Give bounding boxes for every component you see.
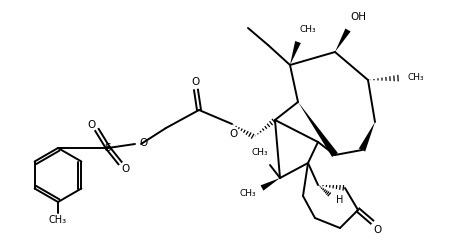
Text: CH₃: CH₃ — [49, 215, 67, 225]
Text: S: S — [105, 143, 111, 153]
Polygon shape — [335, 29, 351, 52]
Text: O: O — [229, 129, 237, 139]
Polygon shape — [298, 102, 338, 157]
Text: O: O — [139, 138, 147, 148]
Text: CH₃: CH₃ — [252, 148, 268, 157]
Text: O: O — [88, 120, 96, 130]
Text: CH₃: CH₃ — [408, 74, 425, 82]
Text: H: H — [336, 195, 343, 205]
Polygon shape — [261, 178, 280, 191]
Text: CH₃: CH₃ — [300, 25, 317, 34]
Text: O: O — [121, 164, 129, 174]
Text: CH₃: CH₃ — [239, 189, 256, 199]
Polygon shape — [290, 41, 301, 65]
Text: O: O — [191, 77, 199, 87]
Polygon shape — [359, 122, 375, 152]
Text: O: O — [374, 225, 382, 235]
Text: OH: OH — [350, 12, 366, 22]
